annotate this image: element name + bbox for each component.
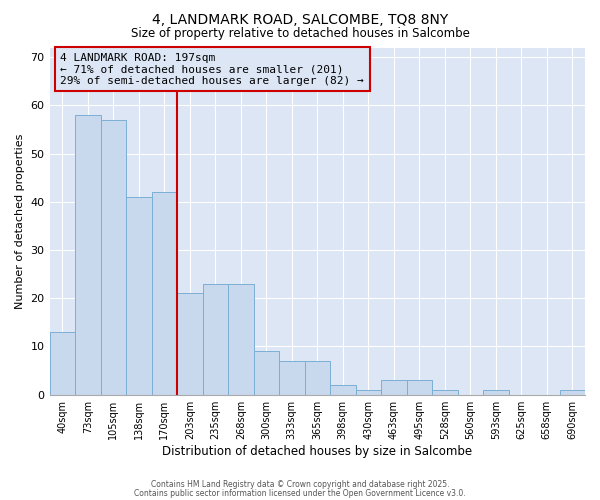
Bar (254, 352, 279, 395)
Bar (152, 192, 177, 394)
Bar (126, 197, 152, 394)
Bar (560, 390, 585, 394)
Bar (50, 332, 75, 394)
Bar (305, 361, 330, 394)
Y-axis label: Number of detached properties: Number of detached properties (15, 134, 25, 309)
Bar (330, 385, 356, 394)
Bar (203, 284, 228, 395)
Bar (75, 115, 101, 394)
Bar (407, 380, 432, 394)
Text: Contains HM Land Registry data © Crown copyright and database right 2025.: Contains HM Land Registry data © Crown c… (151, 480, 449, 489)
Bar (177, 294, 203, 394)
Bar (279, 361, 305, 394)
Text: Size of property relative to detached houses in Salcombe: Size of property relative to detached ho… (131, 28, 469, 40)
Text: Contains public sector information licensed under the Open Government Licence v3: Contains public sector information licen… (134, 488, 466, 498)
Bar (101, 120, 126, 394)
Bar (483, 390, 509, 394)
X-axis label: Distribution of detached houses by size in Salcombe: Distribution of detached houses by size … (162, 444, 472, 458)
Bar (432, 390, 458, 394)
Bar (381, 380, 407, 394)
Text: 4 LANDMARK ROAD: 197sqm
← 71% of detached houses are smaller (201)
29% of semi-d: 4 LANDMARK ROAD: 197sqm ← 71% of detache… (60, 52, 364, 86)
Bar (228, 284, 254, 395)
Bar (356, 390, 381, 394)
Text: 4, LANDMARK ROAD, SALCOMBE, TQ8 8NY: 4, LANDMARK ROAD, SALCOMBE, TQ8 8NY (152, 12, 448, 26)
